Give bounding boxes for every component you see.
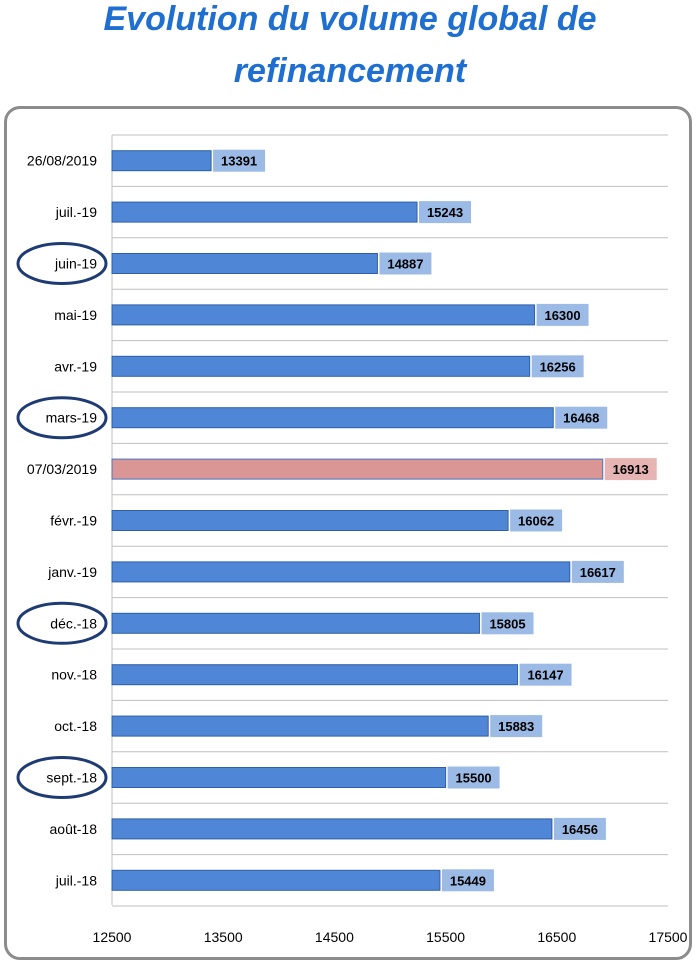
data-label-box [441, 869, 494, 892]
data-label-box [490, 715, 543, 738]
circle-annotation [16, 242, 108, 285]
category-label: 26/08/2019 [27, 153, 97, 169]
category-label: janv.-19 [47, 564, 97, 580]
data-label: 16147 [527, 668, 563, 683]
data-label-box [481, 612, 534, 635]
category-label: avr.-19 [54, 358, 97, 374]
x-tick-label: 16500 [537, 929, 576, 945]
bar [111, 818, 553, 840]
data-label: 16456 [562, 822, 598, 837]
data-label-box [379, 252, 432, 275]
bar [111, 561, 571, 583]
chart-frame [4, 106, 692, 960]
category-label: mai-19 [54, 307, 97, 323]
data-label: 16913 [613, 462, 649, 477]
bar [111, 612, 481, 634]
circle-annotation [16, 756, 108, 799]
data-label: 15500 [456, 771, 492, 786]
circle-annotation [16, 601, 108, 645]
bar [111, 510, 509, 531]
data-label: 16468 [563, 411, 599, 426]
data-label-box [553, 817, 606, 840]
bar [111, 767, 447, 788]
data-label: 15805 [489, 616, 525, 631]
data-label: 16256 [540, 359, 576, 374]
category-label: mars-19 [46, 410, 98, 426]
data-label: 16062 [518, 514, 554, 529]
data-label-box [447, 766, 500, 789]
category-label: 07/03/2019 [27, 461, 97, 477]
bar [111, 201, 418, 223]
category-label: sept.-18 [46, 770, 97, 786]
bar [111, 869, 441, 891]
category-label: févr.-19 [50, 513, 97, 529]
data-label-box [536, 303, 589, 326]
data-label-box [604, 458, 657, 481]
x-tick-label: 12500 [93, 929, 132, 945]
data-label: 15883 [498, 719, 534, 734]
x-tick-label: 15500 [426, 929, 465, 945]
circle-annotation [16, 396, 108, 440]
data-label: 15243 [427, 205, 463, 220]
chart-title-line-2: refinancement [233, 52, 467, 90]
chart-title-line-1: Evolution du volume global de [103, 0, 597, 38]
bar [111, 355, 531, 377]
data-label: 13391 [221, 154, 257, 169]
bar [111, 304, 536, 326]
bar [111, 715, 489, 737]
data-label: 14887 [387, 257, 423, 272]
x-tick-label: 17500 [649, 929, 688, 945]
category-label: oct.-18 [54, 718, 97, 734]
bar [111, 664, 519, 686]
data-label: 16300 [544, 308, 580, 323]
data-label-box [510, 509, 563, 532]
x-tick-label: 13500 [204, 929, 243, 945]
data-label-box [531, 355, 584, 378]
category-label: déc.-18 [50, 615, 97, 631]
data-label: 16617 [580, 565, 616, 580]
bar [111, 253, 378, 274]
data-label: 15449 [450, 873, 486, 888]
x-tick-label: 14500 [315, 929, 354, 945]
category-label: juin-19 [54, 256, 97, 272]
data-label-box [555, 406, 608, 429]
category-label: juil.-19 [55, 204, 97, 220]
category-label: août-18 [50, 821, 98, 837]
bar [111, 150, 212, 172]
category-label: juil.-18 [55, 872, 97, 888]
bar [111, 407, 554, 429]
data-label-box [519, 663, 572, 686]
data-label-box [571, 560, 624, 583]
data-label-box [419, 201, 472, 224]
category-label: nov.-18 [51, 667, 97, 683]
data-label-box [213, 149, 266, 172]
bar [111, 458, 604, 480]
